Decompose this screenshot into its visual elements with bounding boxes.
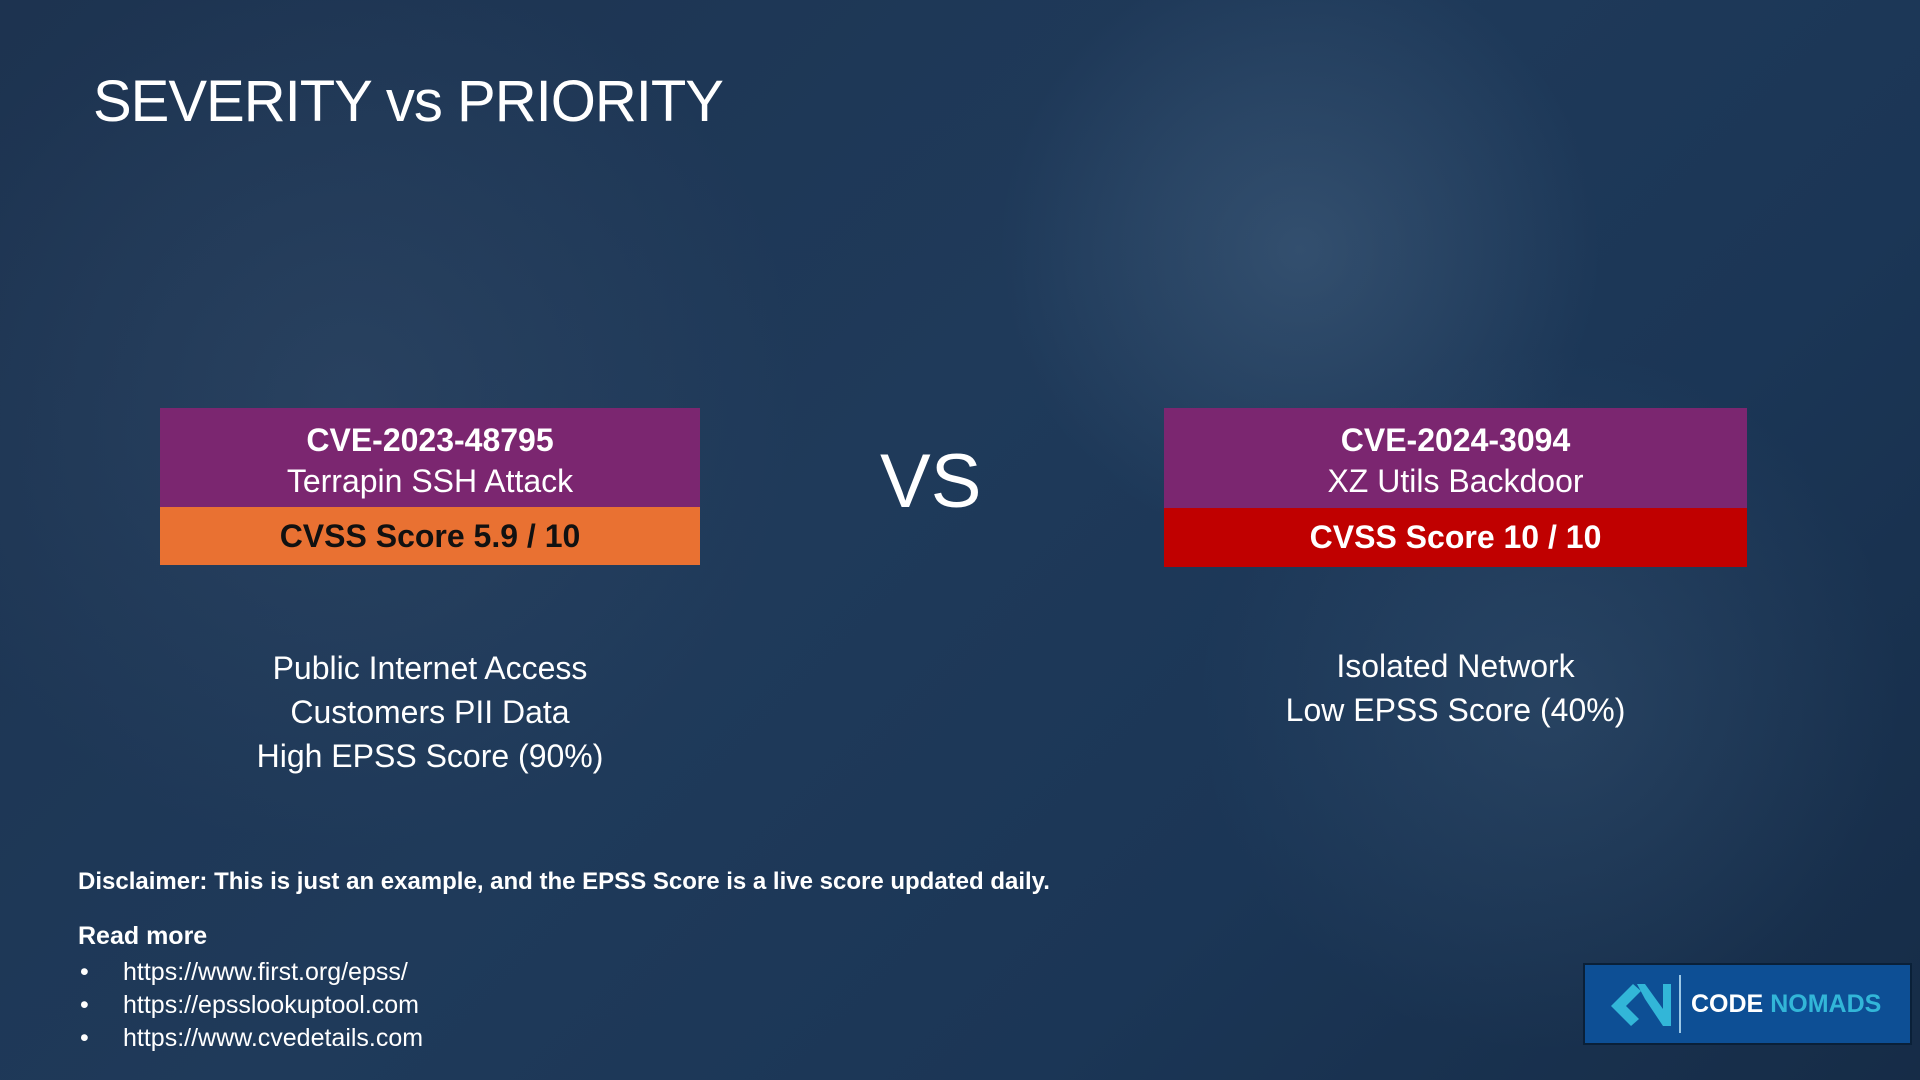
fact: Customers PII Data bbox=[290, 694, 570, 730]
list-item: • https://epsslookuptool.com bbox=[78, 989, 423, 1022]
cve-id: CVE-2023-48795 bbox=[306, 422, 554, 458]
fact: High EPSS Score (90%) bbox=[256, 738, 604, 774]
cve-card-header: CVE-2024-3094 XZ Utils Backdoor bbox=[1164, 408, 1747, 508]
list-item: • https://www.cvedetails.com bbox=[78, 1022, 423, 1055]
cvss-score: CVSS Score 10 / 10 bbox=[1164, 508, 1747, 567]
read-more-heading: Read more bbox=[78, 922, 208, 950]
read-more-links: • https://www.first.org/epss/ • https://ep… bbox=[78, 956, 423, 1055]
fact: Low EPSS Score (40%) bbox=[1285, 692, 1626, 728]
logo-divider bbox=[1679, 975, 1681, 1033]
bullet-icon: • bbox=[80, 1024, 89, 1052]
right-facts: Isolated Network Low EPSS Score (40%) bbox=[1164, 644, 1747, 732]
vs-label: VS bbox=[880, 439, 982, 524]
cve-name: XZ Utils Backdoor bbox=[1327, 463, 1584, 499]
list-item: • https://www.first.org/epss/ bbox=[78, 956, 423, 989]
cve-id: CVE-2024-3094 bbox=[1340, 422, 1571, 458]
code-nomads-logo: CODE NOMADS bbox=[1583, 963, 1912, 1045]
logo-word-code: CODE bbox=[1691, 989, 1764, 1018]
cve-card-terrapin: CVE-2023-48795 Terrapin SSH Attack CVSS … bbox=[160, 408, 700, 565]
link[interactable]: https://epsslookuptool.com bbox=[123, 991, 419, 1019]
logo-mark-icon bbox=[1611, 984, 1671, 1026]
fact: Public Internet Access bbox=[272, 650, 588, 686]
cve-name: Terrapin SSH Attack bbox=[286, 463, 574, 499]
cvss-score: CVSS Score 5.9 / 10 bbox=[160, 507, 700, 565]
cve-card-header: CVE-2023-48795 Terrapin SSH Attack bbox=[160, 408, 700, 507]
left-facts: Public Internet Access Customers PII Dat… bbox=[160, 646, 700, 778]
fact: Isolated Network bbox=[1336, 648, 1575, 684]
bullet-icon: • bbox=[80, 958, 89, 986]
link[interactable]: https://www.first.org/epss/ bbox=[123, 958, 408, 986]
cve-card-xz: CVE-2024-3094 XZ Utils Backdoor CVSS Sco… bbox=[1164, 408, 1747, 567]
bullet-icon: • bbox=[80, 991, 89, 1019]
slide-title: SEVERITY vs PRIORITY bbox=[93, 69, 724, 134]
disclaimer: Disclaimer: This is just an example, and… bbox=[78, 868, 1050, 895]
link[interactable]: https://www.cvedetails.com bbox=[123, 1024, 424, 1052]
logo-word-nomads: NOMADS bbox=[1770, 989, 1882, 1018]
